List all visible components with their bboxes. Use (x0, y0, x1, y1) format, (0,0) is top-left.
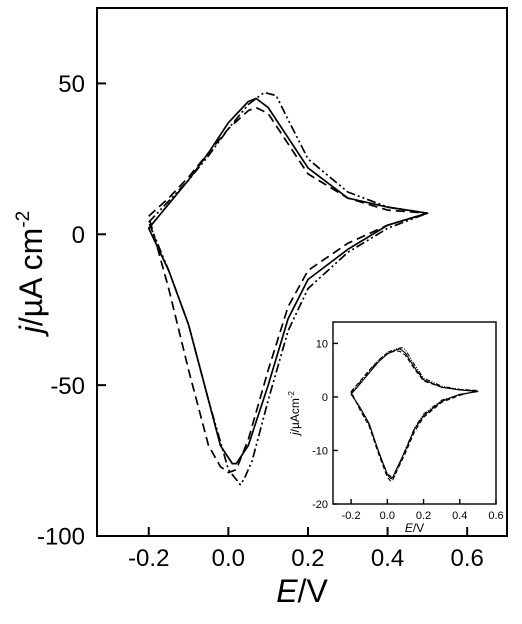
x-tick-label: 0.6 (451, 545, 484, 572)
y-tick-label: -100 (37, 524, 85, 551)
series-line-dashed (350, 350, 479, 483)
y-tick-label: 10 (316, 338, 328, 350)
y-tick-label: -10 (312, 445, 328, 457)
y-tick-label: 50 (58, 71, 85, 98)
y-axis-label: j/µAcm-2 (287, 390, 302, 437)
y-tick-label: -20 (312, 499, 328, 511)
series-line-dashed (147, 106, 429, 474)
series-line-dashdotdot (350, 347, 479, 479)
inset-plot-frame (332, 321, 497, 505)
x-tick-label: 0.4 (452, 510, 467, 522)
x-tick-label: 0.4 (371, 545, 404, 572)
y-tick-label: -50 (50, 373, 85, 400)
x-tick-label: 0.6 (488, 510, 503, 522)
x-axis-label: E/V (405, 521, 424, 535)
inset-plot: -0.2 0.0 0.2 0.4 0.6 -20 -10 0 10 E/V j/µAcm-2 (287, 321, 504, 535)
x-tick-label: -0.2 (342, 510, 361, 522)
x-axis-label: E/V (276, 573, 328, 609)
y-tick-label: 0 (322, 392, 328, 404)
x-tick-label: 0.2 (291, 545, 324, 572)
y-tick-label: 0 (72, 222, 85, 249)
series-line-dashdotdot (147, 91, 429, 486)
series-line-solid (147, 97, 429, 465)
x-tick-label: 0.0 (380, 510, 395, 522)
y-axis-label: j/µA cm-2 (13, 211, 49, 337)
x-tick-label: 0.0 (212, 545, 245, 572)
x-tick-label: 0.2 (416, 510, 431, 522)
x-tick-label: -0.2 (128, 545, 169, 572)
